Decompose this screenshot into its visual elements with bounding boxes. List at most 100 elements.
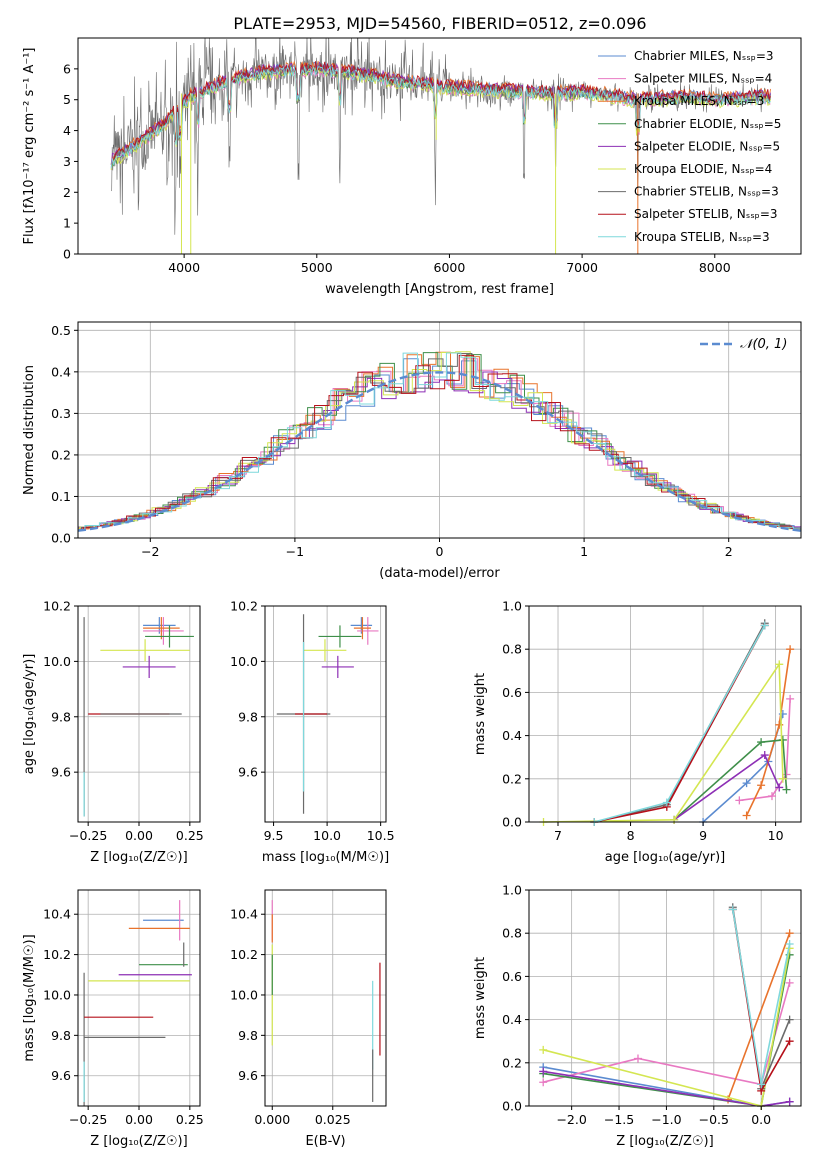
x-tick-label: 2 (725, 544, 733, 559)
weight-point-salpeter_miles (735, 796, 744, 805)
x-tick-label: 1 (580, 544, 588, 559)
y-tick-label: 10.2 (43, 947, 71, 962)
legend-label: Salpeter STELIB, Nₛₛₚ=3 (634, 207, 778, 221)
weight-point-kroupa_miles (786, 645, 795, 654)
weight-point-chabrier_elodie (757, 738, 766, 747)
weight-point-kroupa_elodie (539, 1045, 548, 1054)
axes-frame (528, 605, 802, 823)
x-tick-label: 0.00 (125, 1112, 153, 1127)
y-tick-label: 2 (63, 185, 71, 200)
x-tick-label: 7000 (566, 260, 598, 275)
weight-point-salpeter_elodie (775, 783, 784, 792)
weight-point-kroupa_elodie (775, 660, 784, 669)
y-tick-label: 10.0 (43, 987, 71, 1002)
plot-area (78, 351, 801, 532)
x-tick-label: 9 (699, 828, 707, 843)
weight-point-salpeter_elodie (785, 1097, 794, 1106)
residuals-panel: −2 −1 0 1 2 0.0 0.1 0.2 0.3 0.4 0.5 (data-model)/er… (22, 321, 802, 581)
legend-label: Chabrier STELIB, Nₛₛₚ=3 (634, 185, 779, 199)
y-tick-label: 0.2 (51, 447, 71, 462)
y-tick-label: 0.2 (502, 771, 522, 786)
y-tick-label: 9.6 (238, 1068, 258, 1083)
weight-point-salpeter_miles (539, 1078, 548, 1087)
y-tick-label: 0.5 (51, 323, 71, 338)
weight-point-chabrier_stelib (785, 1015, 794, 1024)
plot-area (110, 38, 771, 254)
age-vs-mass-panel: 9.5 10.0 10.5 9.6 9.8 10.0 10.2 mass [log₁₀(M/M… (230, 599, 394, 866)
x-tick-label: 9.5 (264, 828, 284, 843)
x-tick-label: −2.0 (556, 1112, 586, 1127)
x-tick-label: 10.0 (313, 828, 341, 843)
axes-frame (77, 37, 802, 255)
weight-point-kroupa_miles (785, 929, 794, 938)
weight-point-chabrier_elodie (782, 785, 791, 794)
model-line-kroupa_stelib (110, 65, 771, 169)
x-tick-label: 7 (554, 828, 562, 843)
weight-point-kroupa_stelib (785, 940, 794, 948)
x-tick-label: −0.25 (69, 1112, 107, 1127)
weight-point-kroupa_stelib (760, 621, 769, 630)
weight-line-kroupa_elodie (543, 661, 784, 823)
x-axis-label: wavelength [Angstrom, rest frame] (325, 282, 554, 297)
y-tick-label: 5 (63, 92, 71, 107)
x-axis-label: (data-model)/error (379, 566, 500, 581)
y-tick-label: 0.4 (51, 364, 71, 379)
y-tick-label: 3 (63, 154, 71, 169)
x-tick-label: 0.0 (751, 1112, 771, 1127)
y-tick-label: 9.8 (238, 709, 258, 724)
y-tick-label: 9.8 (51, 709, 71, 724)
legend-label: Kroupa STELIB, Nₛₛₚ=3 (634, 230, 770, 244)
legend-label: Kroupa ELODIE, Nₛₛₚ=4 (634, 162, 772, 176)
y-tick-label: 0.6 (502, 685, 522, 700)
weight-point-kroupa_miles (757, 781, 766, 790)
spectrum-panel: 4000 5000 6000 7000 8000 0 1 2 3 4 5 6 wavelength [A… (22, 37, 802, 297)
y-tick-label: 0.2 (502, 1055, 522, 1070)
x-axis-label: E(B-V) (305, 1134, 345, 1149)
y-tick-label: 0.4 (502, 1012, 522, 1027)
y-tick-label: 1.0 (502, 599, 522, 614)
legend-label: Salpeter ELODIE, Nₛₛₚ=5 (634, 139, 780, 153)
weight-point-salpeter_miles (785, 978, 794, 987)
x-tick-label: 8000 (699, 260, 731, 275)
x-tick-label: −1 (286, 544, 304, 559)
weight-point-salpeter_miles (782, 770, 791, 779)
x-tick-label: 0.00 (125, 828, 153, 843)
legend-label: Kroupa MILES, Nₛₛₚ=3 (634, 94, 764, 108)
axes-frame (264, 889, 387, 1107)
x-tick-label: 0.000 (254, 1112, 290, 1127)
x-axis-label: Z [log₁₀(Z/Z☉)] (90, 1134, 187, 1149)
weight-point-salpeter_elodie (539, 1067, 548, 1076)
normal-curve (78, 371, 801, 532)
legend-label: Chabrier ELODIE, Nₛₛₚ=5 (634, 117, 781, 131)
weight-line-kroupa_miles (745, 649, 791, 816)
weight-point-salpeter_miles (633, 1054, 642, 1063)
x-tick-label: 10 (768, 828, 784, 843)
weight-line-chabrier_elodie (673, 739, 788, 821)
y-tick-label: 10.4 (230, 907, 258, 922)
y-axis-label: mass [log₁₀(M/M☉)] (22, 934, 37, 1061)
x-tick-label: 4000 (168, 260, 200, 275)
age-vs-metallicity-panel: −0.25 0.00 0.25 9.6 9.8 10.0 10.2 Z [log₁₀(Z/Z☉… (22, 599, 204, 866)
x-axis-label: Z [log₁₀(Z/Z☉)] (90, 850, 187, 865)
y-axis-label: mass weight (473, 957, 488, 1039)
y-tick-label: 10.4 (43, 907, 71, 922)
x-tick-label: −2 (141, 544, 159, 559)
y-tick-label: 9.6 (51, 1068, 71, 1083)
x-tick-label: 5000 (301, 260, 333, 275)
legend-label: 𝒩(0, 1) (740, 337, 787, 352)
weight-point-salpeter_stelib (785, 1037, 794, 1046)
y-tick-label: 9.6 (51, 765, 71, 780)
x-tick-label: −1.5 (604, 1112, 634, 1127)
y-tick-label: 10.2 (43, 599, 71, 614)
y-axis-label: Normed distribution (22, 365, 37, 495)
figure-title: PLATE=2953, MJD=54560, FIBERID=0512, z=0… (233, 14, 646, 33)
model-line-salpeter_stelib (110, 61, 771, 165)
y-tick-label: 0.6 (502, 969, 522, 984)
y-tick-label: 10.0 (230, 987, 258, 1002)
axes-frame (264, 605, 387, 823)
y-tick-label: 4 (63, 123, 71, 138)
weight-point-kroupa_elodie (778, 774, 787, 783)
histogram-kroupa_elodie (78, 351, 801, 531)
histogram-kroupa_stelib (78, 352, 801, 531)
